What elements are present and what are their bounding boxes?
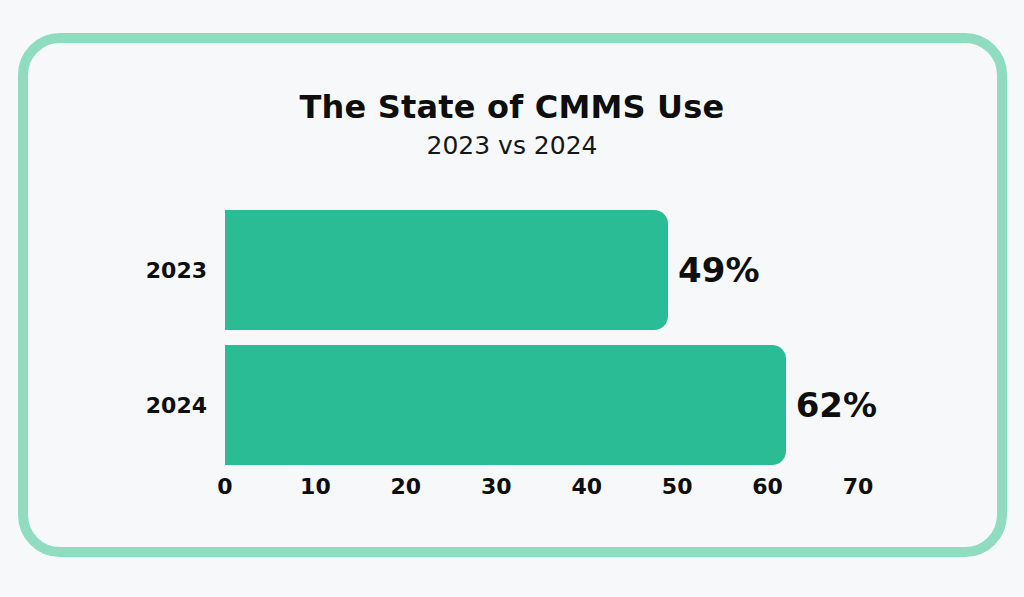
x-tick-label: 60 bbox=[752, 475, 783, 499]
value-label: 62% bbox=[796, 385, 877, 425]
category-label: 2023 bbox=[0, 258, 225, 283]
x-tick-label: 30 bbox=[481, 475, 512, 499]
bar bbox=[225, 345, 786, 465]
value-label: 49% bbox=[678, 250, 759, 290]
x-tick-label: 70 bbox=[843, 475, 874, 499]
x-tick-label: 50 bbox=[662, 475, 693, 499]
bar-chart: 2023 49% 2024 62% bbox=[0, 210, 1024, 480]
x-tick-label: 10 bbox=[300, 475, 331, 499]
x-tick-label: 0 bbox=[217, 475, 232, 499]
bar-row: 2023 49% bbox=[0, 210, 1024, 330]
bar-row: 2024 62% bbox=[0, 345, 1024, 465]
chart-subtitle: 2023 vs 2024 bbox=[0, 132, 1024, 160]
x-axis: 010203040506070 bbox=[225, 475, 858, 499]
x-tick-label: 20 bbox=[391, 475, 422, 499]
x-tick-label: 40 bbox=[571, 475, 602, 499]
chart-title: The State of CMMS Use bbox=[0, 87, 1024, 127]
bar bbox=[225, 210, 668, 330]
category-label: 2024 bbox=[0, 393, 225, 418]
